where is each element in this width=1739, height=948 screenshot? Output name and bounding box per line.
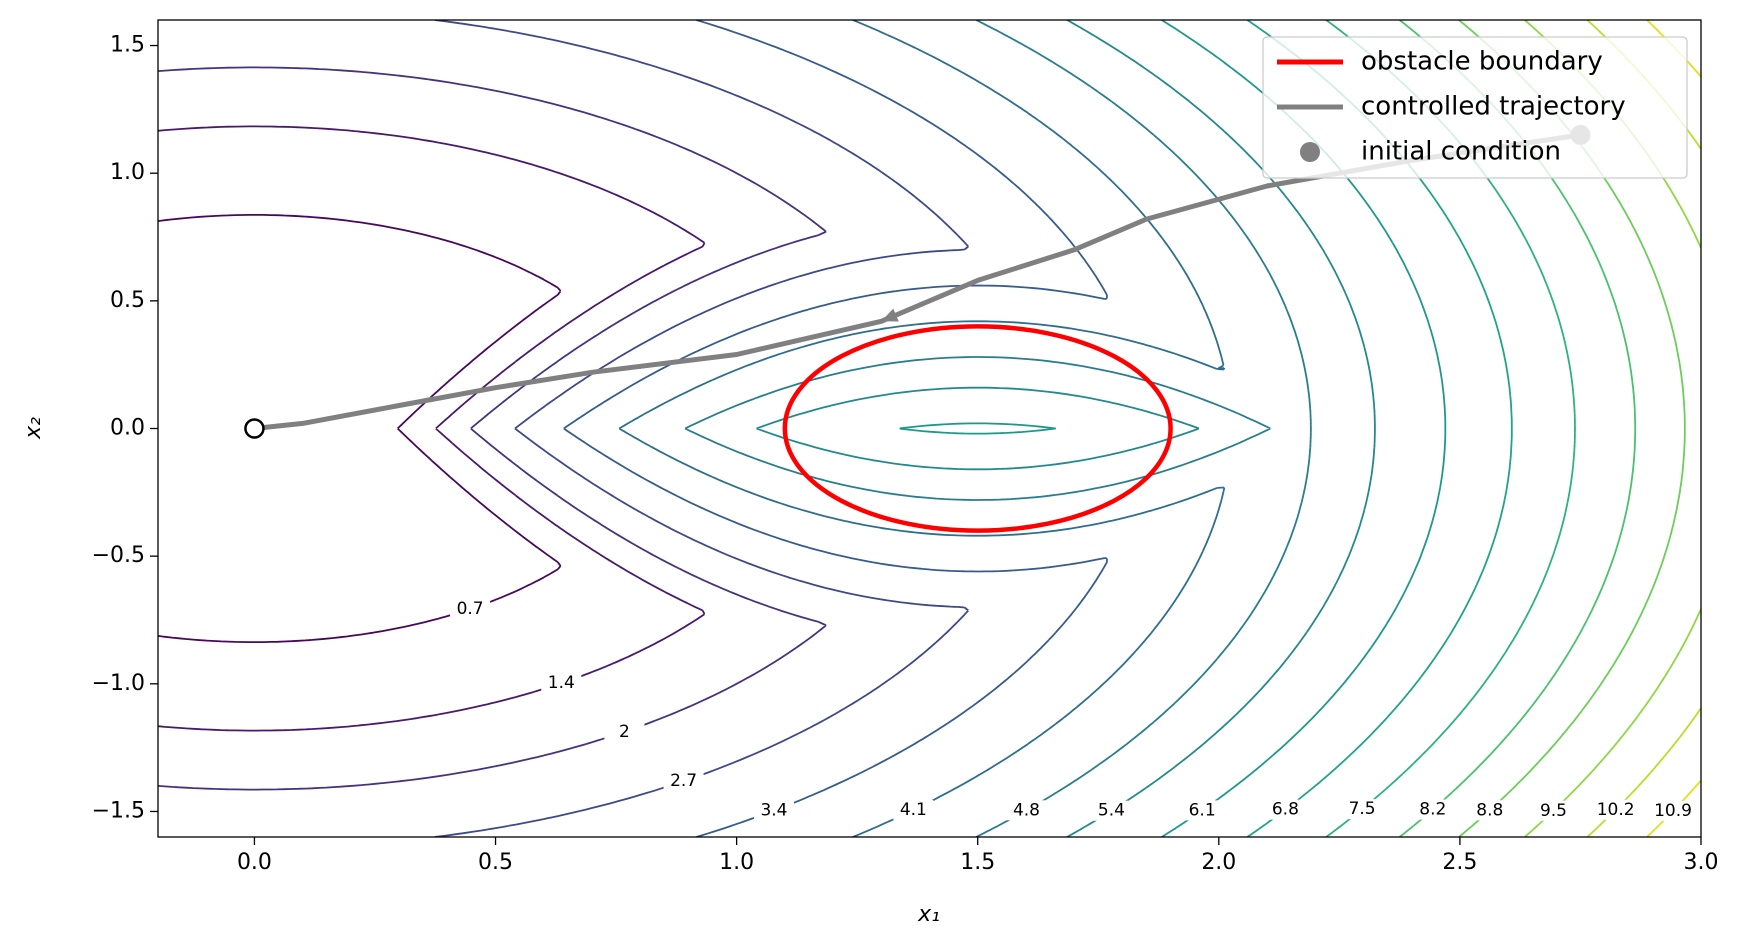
contour-line [158, 125, 706, 732]
contour-line [434, 20, 969, 837]
contour-label-bg [1652, 801, 1693, 822]
contour-label-bg [753, 800, 794, 821]
legend: obstacle boundary controlled trajectory in… [1262, 36, 1688, 179]
contour-label: 6.8 [1272, 800, 1299, 820]
contour-label: 4.8 [1013, 800, 1040, 820]
contour-label: 6.1 [1189, 800, 1216, 820]
contour-label: 4.1 [900, 800, 927, 820]
trajectory-arrow [881, 308, 899, 322]
contour-label-bg [541, 673, 582, 694]
y-tick-label: 1.5 [110, 33, 145, 58]
contour-label: 9.5 [1540, 801, 1567, 821]
contour-label-bg [604, 721, 645, 742]
target-marker [244, 418, 265, 439]
legend-swatch [1300, 142, 1320, 162]
contour-label: 5.4 [1098, 801, 1125, 821]
y-tick-label: 0.5 [110, 288, 145, 313]
contour-label-bg [1006, 800, 1047, 821]
y-axis-label: x₂ [21, 417, 46, 440]
contour-line [684, 20, 1312, 837]
contour-label: 2.7 [670, 771, 697, 791]
axes: 0.0 0.5 1.0 1.5 2.0 2.5 3.0 −1.5 −1.0 −0.5 0.0 0.5 1… [92, 33, 1719, 875]
contour-label: 8.8 [1476, 800, 1503, 820]
contour-label-bg [450, 599, 491, 620]
x-tick-label: 3.0 [1684, 850, 1719, 875]
contour-label: 10.9 [1654, 801, 1692, 821]
plot-area: 0.7 1.4 2 2.7 3.4 4.1 4.8 5.4 6.1 6.8 7.5 8.2 8.8 9.5… [158, 20, 1701, 837]
x-tick-label: 1.0 [719, 850, 754, 875]
y-tick-label: −1.0 [92, 671, 145, 696]
contour-label: 1.4 [548, 673, 575, 693]
contour-label: 8.2 [1419, 800, 1446, 820]
contour-label: 3.4 [760, 801, 787, 821]
contour-line [158, 66, 827, 791]
contour-label: 7.5 [1349, 799, 1376, 819]
contour-label-bg [1469, 800, 1510, 821]
obstacle-boundary [782, 324, 1173, 533]
x-tick-label: 2.0 [1201, 850, 1236, 875]
contour-label-bg [1342, 799, 1383, 820]
y-tick-label: −0.5 [92, 543, 145, 568]
contour-label-bg [1595, 799, 1636, 820]
contour-label: 10.2 [1597, 800, 1635, 820]
contour-label: 2 [619, 722, 630, 742]
x-tick-label: 1.5 [960, 850, 995, 875]
contour-label-bg [1182, 800, 1223, 821]
contour-label-bg [663, 771, 704, 792]
x-axis-label: x₁ [917, 902, 940, 927]
contour-label-bg [1412, 799, 1453, 820]
contour-label-bg [893, 799, 934, 820]
contour-label-bg [1533, 800, 1574, 821]
contour-label: 0.7 [457, 599, 484, 619]
legend-label: controlled trajectory [1361, 92, 1626, 122]
y-tick-label: −1.5 [92, 798, 145, 823]
x-tick-label: 2.5 [1442, 850, 1477, 875]
trajectory [251, 132, 1583, 431]
x-tick-label: 0.0 [237, 850, 272, 875]
contour-label-bg [1265, 799, 1306, 820]
contour-label-bg [1091, 800, 1132, 821]
contour-line [618, 20, 1226, 837]
contour-line [158, 214, 562, 643]
legend-label: initial condition [1361, 137, 1561, 167]
legend-label: obstacle boundary [1361, 47, 1603, 77]
y-tick-label: 1.0 [110, 160, 145, 185]
y-tick-label: 0.0 [110, 416, 145, 441]
x-tick-label: 0.5 [478, 850, 513, 875]
legend-box [1262, 36, 1688, 179]
